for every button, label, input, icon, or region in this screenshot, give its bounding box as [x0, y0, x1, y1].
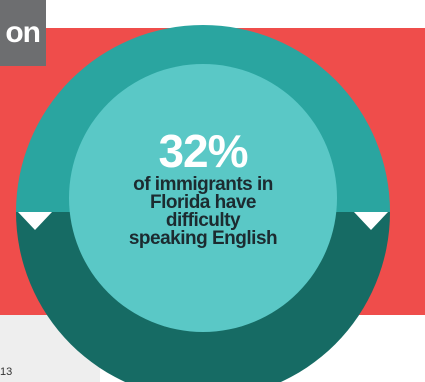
stat-percentage: 32%	[158, 125, 248, 177]
triangle-down-icon	[18, 212, 52, 230]
triangle-down-icon	[354, 212, 388, 230]
stat-description: of immigrants in Florida have difficulty…	[128, 174, 278, 249]
inner-circle	[69, 64, 337, 332]
heading-fragment: on	[5, 16, 41, 49]
footer-number: 13	[0, 366, 13, 378]
heading-tab: on	[0, 0, 46, 66]
stat-block: 32% of immigrants in Florida have diffic…	[80, 128, 326, 248]
